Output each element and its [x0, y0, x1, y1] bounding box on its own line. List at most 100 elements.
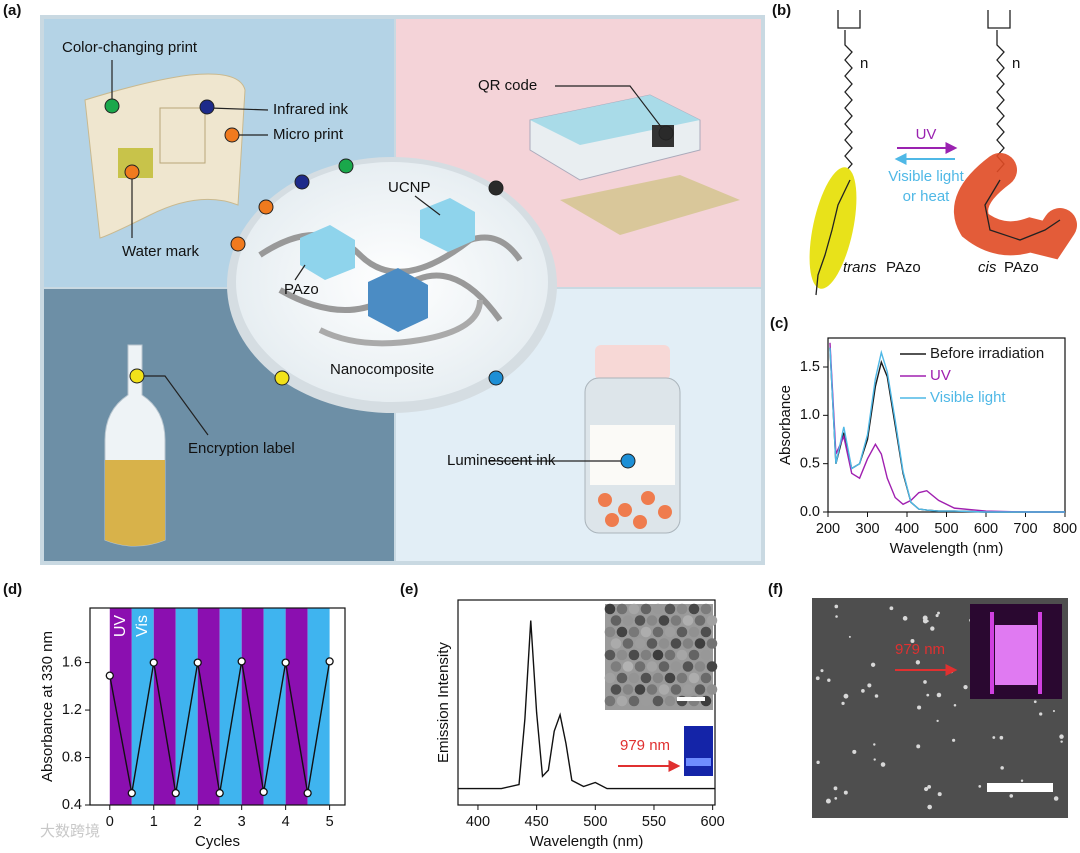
blister — [560, 175, 740, 235]
particle — [682, 638, 694, 649]
band-label: UV — [112, 615, 129, 638]
x-tick-label: 500 — [934, 521, 958, 537]
panel-label: (c) — [770, 315, 788, 332]
legend-label: UV — [930, 367, 951, 384]
particle — [658, 638, 670, 649]
label: Micro print — [273, 126, 344, 143]
particle — [628, 649, 640, 661]
particle — [867, 683, 872, 688]
particle — [634, 638, 646, 649]
panel-label: (d) — [3, 581, 22, 598]
particle — [917, 705, 922, 710]
isomer: trans — [843, 259, 877, 276]
particle — [825, 798, 831, 804]
band — [307, 608, 330, 805]
particle — [688, 672, 700, 684]
series-line — [458, 620, 715, 790]
arrow-label: Visible light — [888, 168, 964, 185]
particle — [694, 661, 706, 672]
particle — [622, 615, 634, 626]
particle — [604, 626, 616, 638]
particle — [682, 661, 694, 672]
particle — [604, 649, 616, 661]
marker — [303, 788, 312, 798]
particle — [978, 785, 982, 788]
x-axis-label: Cycles — [195, 833, 240, 850]
marker — [281, 658, 290, 667]
particle — [992, 736, 996, 739]
particle — [930, 626, 935, 631]
annotation: 979 nm — [620, 737, 670, 754]
y-axis-label: Absorbance — [777, 385, 794, 465]
particle — [700, 649, 712, 661]
particle — [873, 743, 876, 746]
particle — [610, 684, 622, 695]
y-tick-label: 0.0 — [800, 504, 820, 520]
particle — [628, 695, 640, 707]
plot-frame — [89, 607, 346, 806]
panel-label: (b) — [772, 2, 791, 19]
x-tick-label: 500 — [583, 814, 607, 830]
particle — [604, 695, 616, 707]
particle — [848, 635, 851, 638]
particle — [1053, 796, 1059, 801]
particle — [640, 695, 652, 707]
scale-bar — [987, 783, 1053, 792]
particle — [935, 614, 939, 618]
repeat-unit: n — [1012, 55, 1020, 72]
band — [219, 608, 242, 805]
particle — [902, 616, 908, 621]
band — [131, 608, 154, 805]
particle — [616, 649, 628, 661]
particle — [622, 684, 634, 695]
particle — [874, 694, 879, 698]
particle — [834, 604, 839, 609]
particle — [688, 603, 700, 615]
marker — [215, 788, 224, 798]
legend-label: Visible light — [930, 389, 1006, 406]
x-tick-label: 1 — [150, 814, 158, 830]
dots — [104, 98, 674, 469]
label: Color-changing print — [62, 39, 198, 56]
particle — [927, 804, 933, 810]
particle — [706, 661, 718, 672]
particle — [923, 680, 927, 684]
particle — [676, 649, 688, 661]
x-axis-label: Wavelength (nm) — [890, 540, 1004, 557]
x-tick-label: 600 — [974, 521, 998, 537]
x-tick-label: 200 — [816, 521, 840, 537]
particle — [688, 649, 700, 661]
particle — [922, 615, 928, 621]
particle — [1000, 766, 1004, 770]
sem-particles — [815, 604, 1064, 810]
marker — [149, 658, 158, 667]
x-tick-label: 2 — [194, 814, 202, 830]
marker — [105, 671, 114, 680]
marker — [171, 788, 180, 798]
x-tick-label: 0 — [106, 814, 114, 830]
band — [175, 608, 198, 805]
ucnp-particle — [300, 225, 355, 280]
particle — [910, 639, 915, 643]
image-f: 979 nm — [812, 598, 1068, 818]
compound: PAzo — [1004, 259, 1039, 276]
particle — [861, 689, 865, 693]
particle — [953, 704, 957, 707]
banknote-detail — [159, 107, 206, 164]
particle — [1009, 794, 1014, 798]
particle — [820, 669, 824, 673]
polymer-chain — [318, 299, 483, 347]
marker — [237, 657, 246, 666]
particle — [664, 695, 676, 707]
scale-bar — [677, 697, 705, 701]
particle — [652, 626, 664, 638]
marker — [193, 658, 202, 667]
particle — [646, 684, 658, 695]
marker — [127, 788, 136, 798]
x-tick-label: 400 — [895, 521, 919, 537]
particle — [616, 695, 628, 707]
particle — [706, 684, 718, 695]
particle — [816, 760, 820, 765]
band — [153, 608, 176, 805]
